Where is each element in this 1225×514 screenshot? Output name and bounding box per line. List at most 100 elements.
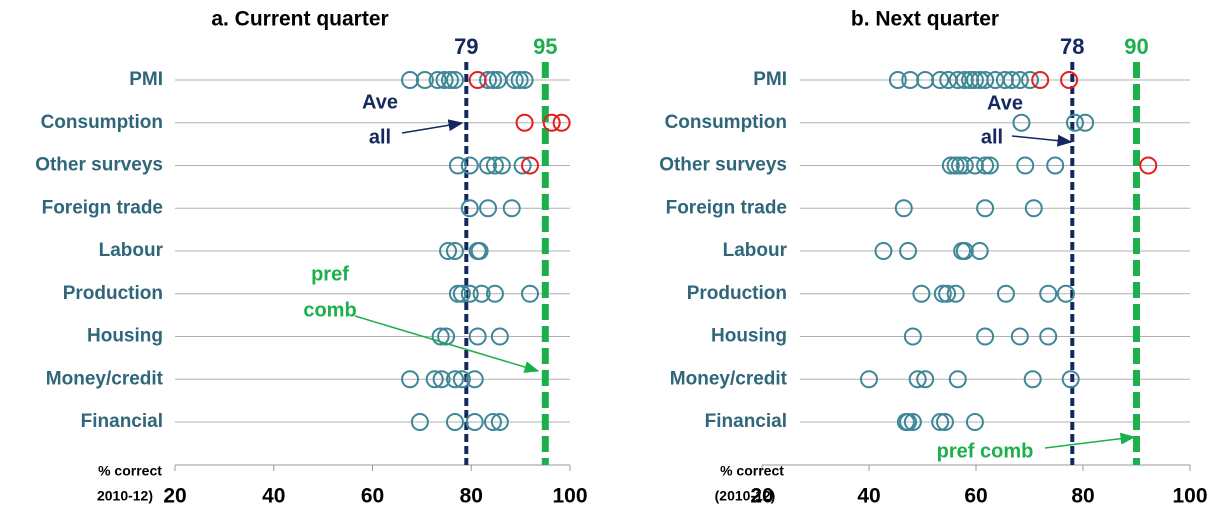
dot: [460, 156, 479, 175]
dot: [950, 156, 969, 175]
annotation: Ave: [987, 92, 1023, 114]
x-tick-label: 40: [857, 485, 880, 508]
annotation: pref: [311, 263, 349, 285]
reference-label: 95: [533, 34, 557, 59]
annotation: pref comb: [937, 440, 1034, 462]
dot: [901, 71, 920, 89]
dot: [874, 242, 893, 260]
dot: [542, 113, 561, 132]
dot: [452, 284, 471, 303]
dot: [948, 71, 967, 89]
dot: [912, 284, 931, 303]
annotation: comb: [303, 299, 356, 321]
dot: [465, 413, 484, 431]
dot: [437, 327, 456, 346]
dot: [485, 284, 504, 303]
dot: [452, 370, 471, 389]
annotation-arrow: [1044, 432, 1136, 449]
x-tick-label: 20: [750, 485, 773, 508]
x-tick-label: 40: [262, 485, 285, 508]
dot: [470, 242, 489, 260]
dot: [903, 327, 922, 346]
dot: [460, 199, 479, 218]
dot: [908, 370, 927, 389]
dot: [468, 71, 487, 89]
dot: [510, 71, 529, 89]
dot: [1002, 71, 1021, 89]
dot: [435, 71, 454, 89]
dot: [916, 71, 935, 89]
dot: [513, 156, 532, 175]
x-tick-label: 60: [361, 485, 384, 508]
dot: [976, 199, 995, 218]
dot: [976, 71, 995, 89]
dot: [483, 413, 502, 431]
dot: [1012, 113, 1031, 132]
category-label: Other surveys: [659, 155, 787, 176]
dot: [935, 413, 954, 431]
dot: [995, 71, 1014, 89]
dot: [941, 156, 960, 175]
category-label: Financial: [81, 411, 163, 432]
dot: [468, 327, 487, 346]
dot: [888, 71, 907, 89]
dot: [946, 284, 965, 303]
panel-title: a. Current quarter: [211, 8, 388, 31]
dot: [1039, 327, 1058, 346]
dot: [903, 413, 922, 431]
category-label: Consumption: [665, 112, 787, 133]
dot: [445, 71, 464, 89]
dot: [899, 242, 918, 260]
dot: [431, 327, 450, 346]
annotation: Ave: [362, 91, 398, 113]
dot: [931, 413, 950, 431]
dot: [479, 156, 498, 175]
dot: [401, 370, 420, 389]
dot: [1023, 370, 1042, 389]
dot: [432, 370, 451, 389]
dot: [1065, 113, 1084, 132]
dot: [1021, 71, 1040, 89]
dot: [401, 71, 420, 89]
dot: [515, 71, 534, 89]
dot: [441, 71, 460, 89]
dot: [996, 284, 1015, 303]
category-label: Labour: [723, 240, 788, 261]
dot: [1039, 284, 1058, 303]
category-label: Other surveys: [35, 155, 163, 176]
annotation-arrow: [1011, 134, 1073, 147]
category-label: Financial: [705, 411, 787, 432]
dot: [955, 71, 974, 89]
dot: [502, 199, 521, 218]
dot: [428, 71, 447, 89]
dot: [485, 156, 504, 175]
category-label: Production: [687, 283, 787, 304]
dot: [1010, 71, 1029, 89]
dot: [961, 71, 980, 89]
dot: [415, 71, 434, 89]
reference-label: 90: [1124, 34, 1148, 59]
dot: [472, 284, 491, 303]
x-tick-label: 80: [1071, 485, 1094, 508]
dot: [955, 156, 974, 175]
dot: [445, 370, 464, 389]
reference-label: 79: [454, 34, 478, 59]
category-label: Money/credit: [670, 368, 788, 389]
dot: [1139, 156, 1158, 175]
dot: [1076, 113, 1095, 132]
annotation: all: [369, 126, 391, 148]
dot: [965, 156, 984, 175]
dot: [515, 113, 534, 132]
dot: [1031, 71, 1050, 89]
dot: [479, 71, 498, 89]
x-tick-label: 100: [1172, 485, 1207, 508]
x-tick-label: 20: [163, 485, 186, 508]
dot: [860, 370, 878, 389]
dot: [965, 413, 984, 431]
dot: [505, 71, 524, 89]
dot: [955, 242, 974, 260]
dot: [1024, 199, 1043, 218]
dot: [899, 413, 918, 431]
annotation-arrow: [354, 315, 540, 373]
